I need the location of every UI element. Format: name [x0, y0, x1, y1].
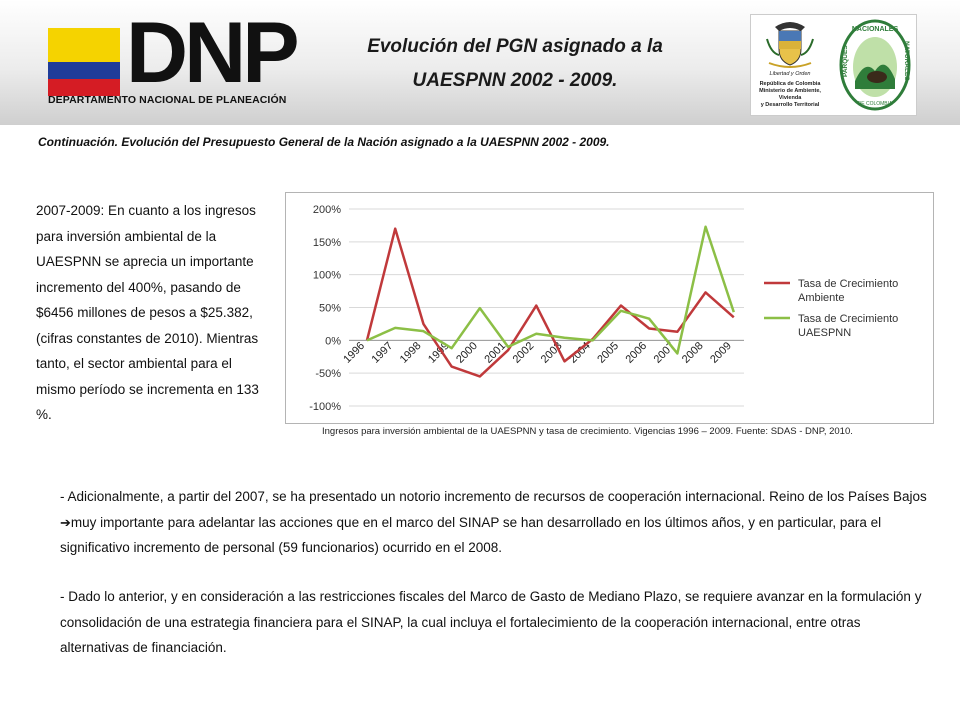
x-tick-label: 2009	[708, 340, 734, 366]
paragraph-cooperation-start: - Adicionalmente, a partir del 2007, se …	[60, 489, 927, 504]
page-title-line1: Evolución del PGN asignado a la	[367, 36, 663, 57]
series-line-0	[365, 227, 735, 378]
x-tick-label: 2004	[567, 340, 593, 366]
chart-caption: Ingresos para inversión ambiental de la …	[322, 426, 853, 437]
x-tick-label: 2006	[623, 340, 649, 366]
ministry-line1: República de Colombia	[759, 81, 821, 87]
ministry-line2: Ministerio de Ambiente, Vivienda	[759, 88, 821, 101]
x-tick-label: 2005	[595, 340, 621, 366]
left-description: 2007-2009: En cuanto a los ingresos para…	[36, 203, 259, 422]
y-tick-label: -50%	[315, 368, 341, 380]
paragraph-cooperation-end: muy importante para adelantar las accion…	[60, 514, 882, 556]
paragraph-strategy: - Dado lo anterior, y en consideración a…	[60, 589, 922, 655]
growth-rate-chart: -100%-50%0%50%100%150%200%1996 1997 1998 19…	[309, 204, 898, 413]
y-tick-label: 100%	[313, 270, 341, 282]
y-tick-label: 200%	[313, 204, 341, 216]
shield-motto: Libertad y Orden	[769, 71, 811, 77]
colombia-flag-icon	[48, 28, 120, 96]
ministry-logos: Libertad y Orden República de Colombia M…	[750, 14, 917, 116]
parques-right-text: NATURALES	[903, 41, 910, 81]
dnp-logo: DNP DEPARTAMENTO NACIONAL DE PLANEACIÓN	[48, 10, 300, 114]
arrow-right-icon: ➔	[60, 514, 71, 530]
legend-label: Tasa de Crecimiento	[798, 313, 898, 325]
parques-nacionales-logo: NACIONALES PARQUES NATURALES DE COLOMBIA	[839, 19, 911, 111]
coat-of-arms-icon	[766, 22, 814, 68]
dnp-logo-text: DNP	[126, 5, 300, 101]
header-banner: DNP DEPARTAMENTO NACIONAL DE PLANEACIÓN …	[0, 0, 960, 125]
paragraph-cooperation: - Adicionalmente, a partir del 2007, se …	[60, 484, 930, 561]
section-subtitle: Continuación. Evolución del Presupuesto …	[38, 135, 610, 149]
x-tick-label: 2007	[652, 340, 678, 366]
y-tick-label: 0%	[325, 335, 341, 347]
parques-bottom-text: DE COLOMBIA	[858, 101, 893, 107]
page-title-line2: UAESPNN 2002 - 2009.	[412, 70, 618, 91]
x-tick-label: 1996	[341, 340, 367, 366]
parques-left-text: PARQUES	[842, 45, 849, 77]
page-title: Evolución del PGN asignado a la UAESPNN …	[330, 30, 700, 98]
legend-label: UAESPNN	[798, 327, 851, 339]
y-tick-label: -100%	[309, 401, 341, 413]
ministry-text: Libertad y Orden República de Colombia M…	[753, 71, 827, 109]
dnp-logo-subtitle: DEPARTAMENTO NACIONAL DE PLANEACIÓN	[48, 94, 287, 106]
series-line-1	[366, 225, 735, 355]
y-tick-label: 150%	[313, 237, 341, 249]
legend-label: Tasa de Crecimiento	[798, 278, 898, 290]
legend-label: Ambiente	[798, 292, 844, 304]
x-tick-label: 1998	[398, 340, 424, 366]
x-tick-label: 1997	[370, 340, 396, 366]
parques-top-text: NACIONALES	[852, 26, 899, 33]
x-tick-label: 2008	[680, 340, 706, 366]
x-tick-label: 2000	[454, 340, 480, 366]
chart-container: -100% -50% 0% 50% 100% 150% 200% 1996 1997 1998 19…	[285, 192, 934, 424]
y-tick-label: 50%	[319, 303, 341, 315]
ministry-line3: y Desarrollo Territorial	[760, 102, 820, 108]
